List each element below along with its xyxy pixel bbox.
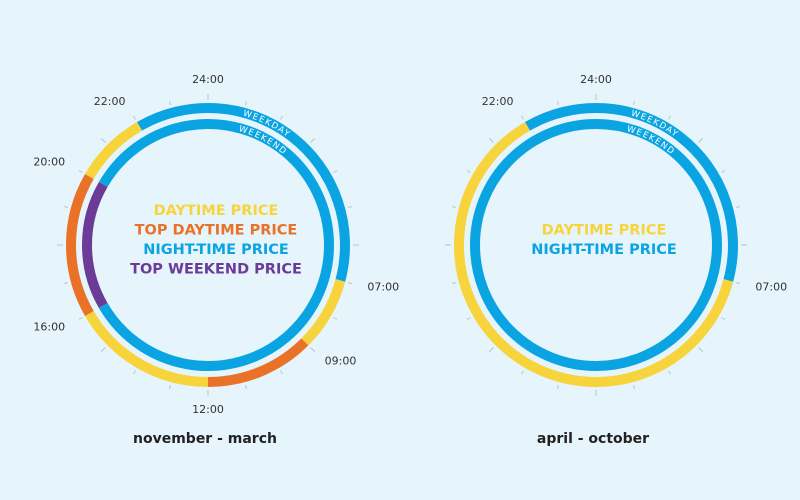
hour-tick xyxy=(100,347,106,353)
hour-tick xyxy=(333,317,338,320)
hour-tick xyxy=(133,115,136,120)
hour-tick xyxy=(280,115,283,120)
hour-tick xyxy=(721,317,726,320)
ring-segment xyxy=(301,279,346,346)
hour-tick xyxy=(168,100,171,106)
hour-tick xyxy=(735,282,741,285)
hour-label: 07:00 xyxy=(755,281,787,294)
hour-tick xyxy=(310,347,316,353)
hour-label: 24:00 xyxy=(192,73,224,86)
hour-label: 22:00 xyxy=(94,95,126,108)
hour-tick xyxy=(466,170,471,173)
hour-tick xyxy=(310,137,316,143)
ring-segment xyxy=(470,119,722,371)
ring-segment xyxy=(454,122,734,387)
hour-tick xyxy=(451,205,457,208)
hour-label: 12:00 xyxy=(192,403,224,416)
ring-segment xyxy=(85,310,209,387)
hour-tick xyxy=(556,384,559,390)
hour-tick xyxy=(633,384,636,390)
caption: april - october xyxy=(537,431,649,447)
ring-segment xyxy=(137,103,350,282)
hour-tick xyxy=(451,282,457,285)
hour-tick xyxy=(280,370,283,375)
hour-label: 22:00 xyxy=(482,95,514,108)
legend-entry: DAYTIME PRICE xyxy=(542,222,667,238)
hour-label: 24:00 xyxy=(580,73,612,86)
hour-label: 16:00 xyxy=(33,321,65,334)
hour-tick xyxy=(63,282,69,285)
hour-tick xyxy=(668,115,671,120)
hour-tick xyxy=(245,100,248,106)
legend-entry: TOP WEEKEND PRICE xyxy=(130,261,302,277)
hour-tick xyxy=(556,100,559,106)
legend-entry: NIGHT-TIME PRICE xyxy=(143,242,289,258)
hour-tick xyxy=(78,317,83,320)
hour-tick xyxy=(488,137,494,143)
ring-segment xyxy=(66,174,94,316)
hour-tick xyxy=(488,347,494,353)
hour-tick xyxy=(735,205,741,208)
hour-label: 09:00 xyxy=(325,355,357,368)
ring-segment xyxy=(98,119,334,371)
hour-tick xyxy=(78,170,83,173)
hour-label: 07:00 xyxy=(367,281,399,294)
hour-tick xyxy=(133,370,136,375)
ring-segment xyxy=(85,122,143,180)
hour-tick xyxy=(347,282,353,285)
hour-label: 20:00 xyxy=(33,156,65,169)
hour-tick xyxy=(63,205,69,208)
hour-tick xyxy=(245,384,248,390)
legend-entry: TOP DAYTIME PRICE xyxy=(135,222,298,238)
hour-tick xyxy=(698,137,704,143)
hour-tick xyxy=(721,170,726,173)
ring-segment xyxy=(525,103,738,282)
hour-tick xyxy=(333,170,338,173)
hour-tick xyxy=(521,370,524,375)
hour-tick xyxy=(668,370,671,375)
legend-entry: NIGHT-TIME PRICE xyxy=(531,242,677,258)
legend-entry: DAYTIME PRICE xyxy=(154,203,279,219)
hour-tick xyxy=(347,205,353,208)
hour-tick xyxy=(521,115,524,120)
hour-tick xyxy=(698,347,704,353)
caption: november - march xyxy=(133,431,277,447)
ring-segment xyxy=(207,338,309,387)
hour-tick xyxy=(633,100,636,106)
hour-tick xyxy=(466,317,471,320)
ring-segment xyxy=(82,182,108,308)
hour-tick xyxy=(100,137,106,143)
hour-tick xyxy=(168,384,171,390)
